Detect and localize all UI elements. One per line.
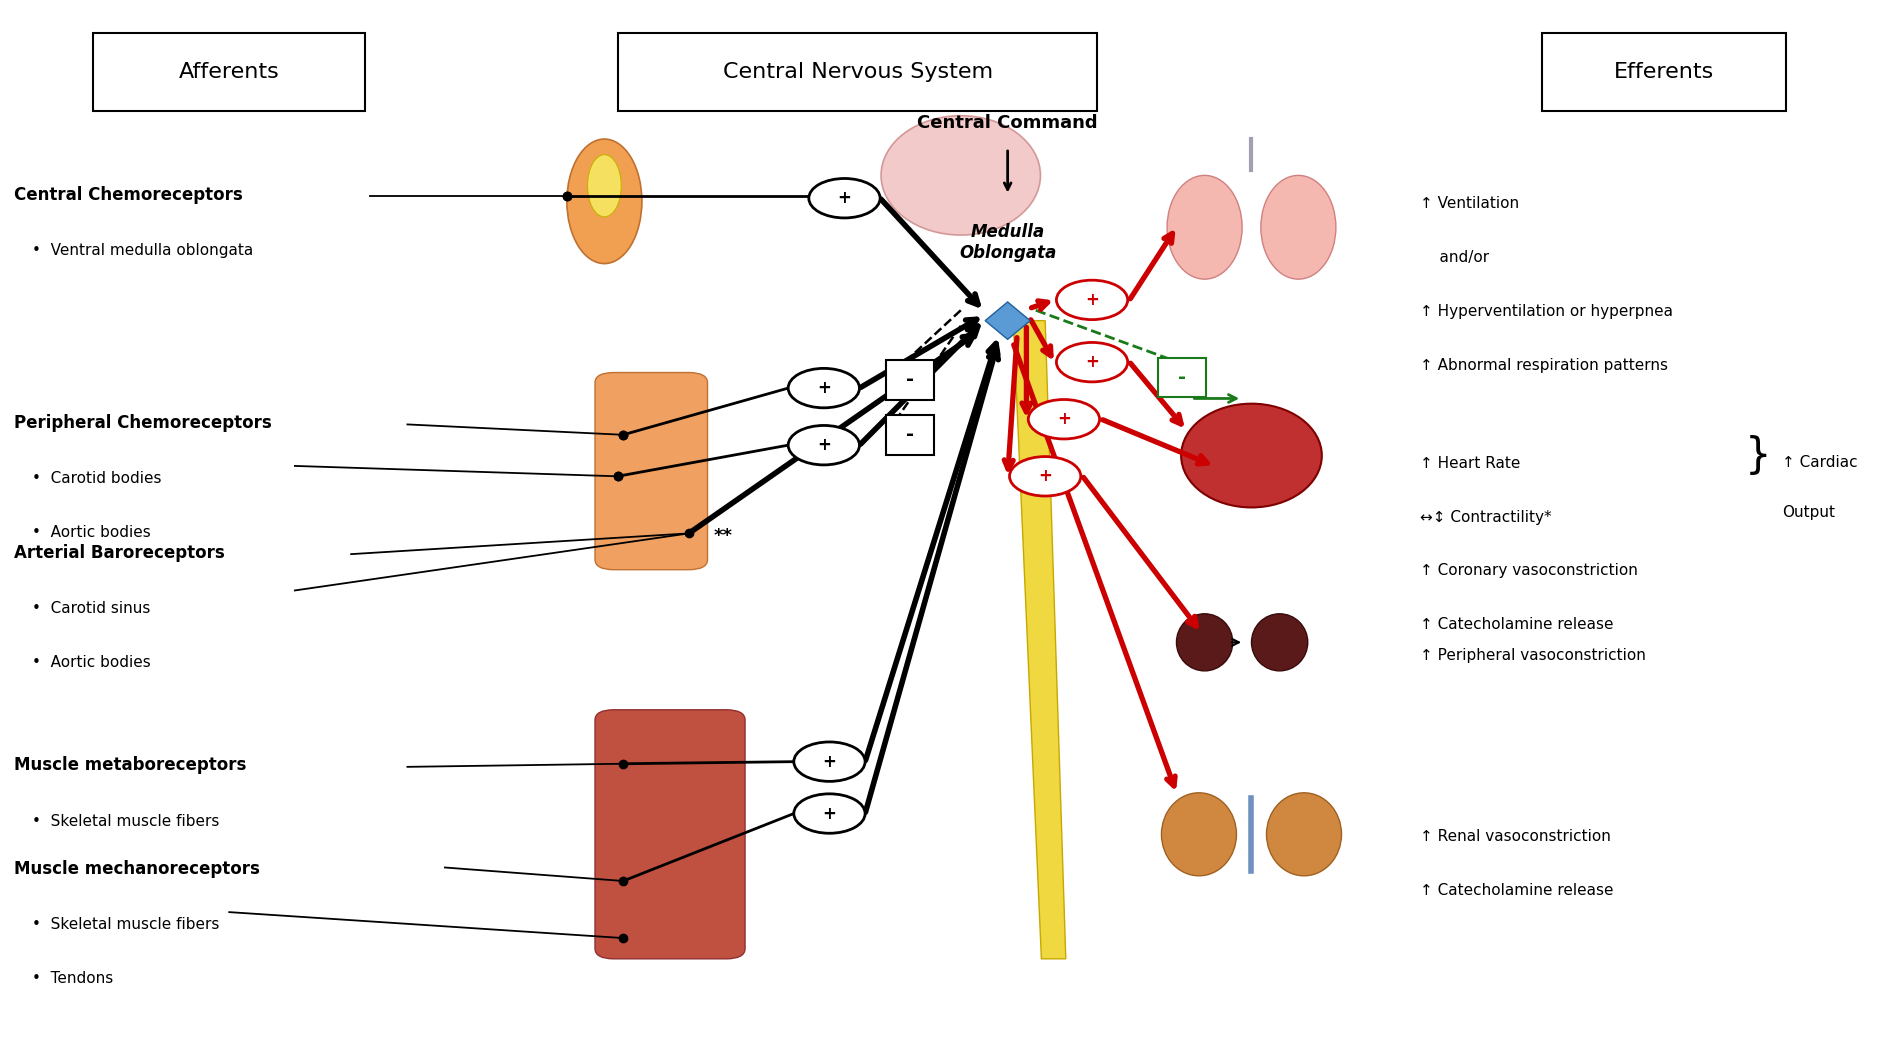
Text: ↑ Ventilation: ↑ Ventilation [1421,197,1519,211]
Circle shape [1010,457,1081,496]
Text: Afferents: Afferents [179,62,279,82]
Ellipse shape [1161,793,1236,876]
Text: •  Ventral medulla oblongata: • Ventral medulla oblongata [32,243,254,257]
Text: +: + [838,189,852,207]
Text: •  Carotid sinus: • Carotid sinus [32,600,151,616]
Text: •  Carotid bodies: • Carotid bodies [32,471,162,486]
Text: ↑ Peripheral vasoconstriction: ↑ Peripheral vasoconstriction [1421,647,1647,662]
Circle shape [1057,280,1129,320]
Text: ↑ Coronary vasoconstriction: ↑ Coronary vasoconstriction [1421,564,1639,578]
Text: ↑ Heart Rate: ↑ Heart Rate [1421,456,1520,471]
Text: •  Aortic bodies: • Aortic bodies [32,655,151,669]
Polygon shape [985,302,1031,339]
Text: Output: Output [1782,505,1835,520]
Text: ↑ Renal vasoconstriction: ↑ Renal vasoconstriction [1421,829,1611,844]
Ellipse shape [567,139,642,264]
Ellipse shape [1251,614,1307,670]
FancyBboxPatch shape [618,32,1096,111]
FancyBboxPatch shape [595,710,744,959]
Text: +: + [1085,354,1098,371]
Text: Muscle mechanoreceptors: Muscle mechanoreceptors [13,860,260,879]
Circle shape [808,179,880,218]
Text: Central Command: Central Command [918,114,1098,133]
FancyBboxPatch shape [885,360,934,400]
Text: Medulla
Oblongata: Medulla Oblongata [959,224,1057,263]
Ellipse shape [1181,404,1323,507]
Ellipse shape [1166,176,1242,279]
Text: -: - [906,370,914,389]
Text: •  Skeletal muscle fibers: • Skeletal muscle fibers [32,814,220,828]
Circle shape [793,742,865,781]
Text: •  Aortic bodies: • Aortic bodies [32,525,151,540]
Text: ↑ Abnormal respiration patterns: ↑ Abnormal respiration patterns [1421,358,1669,373]
Text: +: + [823,753,836,771]
Text: +: + [818,379,831,397]
FancyBboxPatch shape [1157,358,1206,397]
Text: Arterial Baroreceptors: Arterial Baroreceptors [13,544,224,562]
Circle shape [788,368,859,408]
Circle shape [1029,400,1100,439]
Ellipse shape [1266,793,1341,876]
Text: **: ** [714,527,733,546]
Text: +: + [823,804,836,822]
Text: -: - [1178,368,1187,387]
Text: Muscle metaboreceptors: Muscle metaboreceptors [13,756,247,774]
FancyBboxPatch shape [94,32,365,111]
Text: Central Nervous System: Central Nervous System [723,62,993,82]
FancyBboxPatch shape [1543,32,1786,111]
Circle shape [788,426,859,464]
Text: ↑ Catecholamine release: ↑ Catecholamine release [1421,883,1615,899]
Circle shape [1057,342,1129,382]
Text: ↑ Cardiac: ↑ Cardiac [1782,455,1858,471]
Text: +: + [1085,291,1098,309]
Ellipse shape [1260,176,1336,279]
Circle shape [793,794,865,834]
Text: +: + [1057,410,1070,428]
Ellipse shape [882,116,1040,235]
Text: +: + [818,436,831,454]
Text: •  Skeletal muscle fibers: • Skeletal muscle fibers [32,917,220,932]
Polygon shape [1014,321,1066,959]
FancyBboxPatch shape [595,372,708,570]
Ellipse shape [588,155,622,217]
Text: and/or: and/or [1421,250,1490,265]
Text: ↑ Hyperventilation or hyperpnea: ↑ Hyperventilation or hyperpnea [1421,304,1673,319]
Text: -: - [906,426,914,445]
Text: }: } [1745,434,1771,477]
Text: ↔↕ Contractility*: ↔↕ Contractility* [1421,509,1552,524]
FancyBboxPatch shape [885,415,934,455]
Text: +: + [1038,468,1051,485]
Text: Peripheral Chemoreceptors: Peripheral Chemoreceptors [13,414,271,432]
Ellipse shape [1176,614,1232,670]
Text: ↑ Catecholamine release: ↑ Catecholamine release [1421,617,1615,633]
Text: Efferents: Efferents [1615,62,1714,82]
Text: •  Tendons: • Tendons [32,972,113,986]
Text: Central Chemoreceptors: Central Chemoreceptors [13,186,243,204]
